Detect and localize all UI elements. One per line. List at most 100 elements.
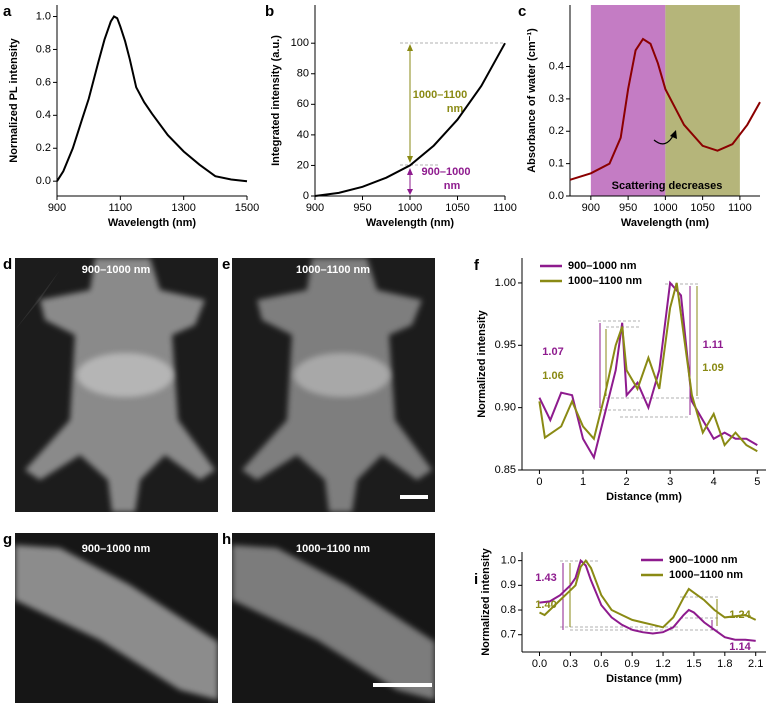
- x-tick-label: 1000: [398, 202, 422, 214]
- annotation: Scattering decreases: [612, 180, 723, 192]
- x-axis-title: Wavelength (nm): [108, 217, 197, 229]
- image-label: 1000–1100 nm: [296, 543, 370, 555]
- image-e: [232, 258, 435, 512]
- x-tick-label: 1100: [728, 202, 752, 214]
- panel-letter: c: [518, 3, 526, 20]
- image-g: [15, 533, 218, 703]
- annotation: nm: [447, 103, 464, 115]
- y-tick-label: 0.4: [549, 60, 564, 72]
- y-tick-label: 0: [303, 190, 309, 202]
- x-axis-title: Distance (mm): [606, 491, 682, 503]
- x-tick-label: 0.0: [532, 658, 547, 670]
- y-tick-label: 80: [297, 68, 309, 80]
- y-tick-label: 0.1: [549, 158, 564, 170]
- y-tick-label: 0.95: [495, 339, 516, 351]
- legend-label: 900–1000 nm: [568, 260, 637, 272]
- x-axis-title: Wavelength (nm): [621, 217, 710, 229]
- x-tick-label: 1.2: [655, 658, 670, 670]
- data-line: [538, 280, 758, 461]
- x-tick-label: 1300: [171, 202, 195, 214]
- data-line: [539, 558, 756, 642]
- y-tick-label: 0.7: [501, 629, 516, 641]
- image-h: [232, 533, 435, 703]
- x-tick-label: 2: [624, 476, 630, 488]
- x-tick-label: 1000: [653, 202, 677, 214]
- panel-letter: b: [265, 3, 274, 20]
- y-tick-label: 40: [297, 129, 309, 141]
- y-tick-label: 0.3: [549, 93, 564, 105]
- x-tick-label: 4: [711, 476, 717, 488]
- image-label: 900–1000 nm: [82, 264, 151, 276]
- x-tick-label: 1100: [493, 202, 517, 214]
- annotation: nm: [444, 180, 461, 192]
- y-tick-label: 0.8: [501, 604, 516, 616]
- shaded-band: [665, 5, 740, 196]
- legend-label: 900–1000 nm: [669, 554, 738, 566]
- x-tick-label: 900: [48, 202, 66, 214]
- y-tick-label: 0.4: [36, 109, 51, 121]
- y-tick-label: 1.0: [36, 10, 51, 22]
- annotation: 1.11: [703, 339, 724, 351]
- x-tick-label: 1050: [445, 202, 469, 214]
- x-tick-label: 1.5: [686, 658, 701, 670]
- annotation: 1.40: [535, 599, 556, 611]
- image-label: 1000–1100 nm: [296, 264, 370, 276]
- x-tick-label: 2.1: [748, 658, 763, 670]
- y-tick-label: 0.85: [495, 464, 516, 476]
- x-tick-label: 950: [353, 202, 371, 214]
- x-tick-label: 5: [754, 476, 760, 488]
- y-tick-label: 20: [297, 159, 309, 171]
- y-tick-label: 1.0: [501, 555, 516, 567]
- x-tick-label: 0.3: [563, 658, 578, 670]
- x-tick-label: 1500: [235, 202, 259, 214]
- panel-letter: d: [3, 256, 12, 273]
- data-line: [538, 282, 758, 453]
- x-tick-label: 0: [536, 476, 542, 488]
- y-axis-title: Normalized intensity: [476, 309, 488, 417]
- annotation-arrow: [670, 130, 677, 139]
- y-tick-label: 1.00: [495, 277, 516, 289]
- image-d: [15, 258, 218, 512]
- shaded-band: [590, 5, 666, 196]
- image-label: 900–1000 nm: [82, 543, 151, 555]
- legend-label: 1000–1100 nm: [669, 569, 743, 581]
- y-tick-label: 0.2: [549, 125, 564, 137]
- x-tick-label: 950: [619, 202, 637, 214]
- annotation: 1.07: [542, 346, 563, 358]
- x-tick-label: 900: [306, 202, 324, 214]
- annotation: 1.09: [702, 362, 723, 374]
- y-axis-title: Normalized intensity: [480, 547, 492, 655]
- data-line: [56, 15, 248, 183]
- y-axis-title: Absorbance of water (cm⁻¹): [526, 28, 538, 173]
- x-axis-title: Wavelength (nm): [366, 217, 455, 229]
- legend-label: 1000–1100 nm: [568, 275, 642, 287]
- annotation: 1.06: [542, 370, 563, 382]
- x-tick-label: 1050: [690, 202, 714, 214]
- data-line: [539, 558, 757, 629]
- x-tick-label: 0.9: [625, 658, 640, 670]
- y-tick-label: 60: [297, 98, 309, 110]
- x-tick-label: 3: [667, 476, 673, 488]
- panel-letter: i: [474, 571, 478, 588]
- y-tick-label: 0.90: [495, 402, 516, 414]
- annotation: 1.43: [535, 572, 556, 584]
- data-line: [569, 37, 761, 181]
- y-tick-label: 0.6: [36, 76, 51, 88]
- x-tick-label: 1.8: [717, 658, 732, 670]
- x-tick-label: 1: [580, 476, 586, 488]
- data-line: [314, 42, 506, 197]
- y-tick-label: 100: [291, 37, 309, 49]
- panel-letter: h: [222, 531, 231, 548]
- annotation: 1.14: [729, 641, 751, 653]
- panel-letter: f: [474, 257, 480, 274]
- y-axis-title: Normalized PL intensity: [8, 37, 20, 162]
- annotation: 900–1000: [422, 166, 471, 178]
- panel-letter: a: [3, 3, 12, 20]
- y-tick-label: 0.9: [501, 579, 516, 591]
- panel-letter: e: [222, 256, 230, 273]
- annotation-arrows: [400, 42, 505, 195]
- x-axis-title: Distance (mm): [606, 673, 682, 685]
- y-axis-title: Integrated intensity (a.u.): [270, 35, 282, 166]
- y-tick-label: 0.0: [549, 190, 564, 202]
